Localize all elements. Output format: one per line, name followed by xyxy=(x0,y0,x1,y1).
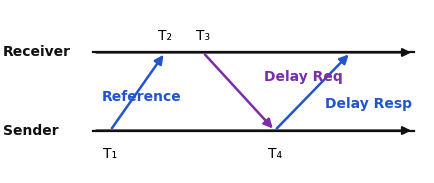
Text: Reference: Reference xyxy=(102,90,181,104)
Text: Delay Req: Delay Req xyxy=(263,70,342,84)
Text: Sender: Sender xyxy=(3,124,58,138)
Text: Delay Resp: Delay Resp xyxy=(325,97,411,111)
Text: T₂: T₂ xyxy=(158,29,172,43)
Text: T₁: T₁ xyxy=(103,147,117,160)
Text: T₃: T₃ xyxy=(196,29,210,43)
Text: T₄: T₄ xyxy=(267,147,281,160)
Text: Receiver: Receiver xyxy=(3,45,71,59)
